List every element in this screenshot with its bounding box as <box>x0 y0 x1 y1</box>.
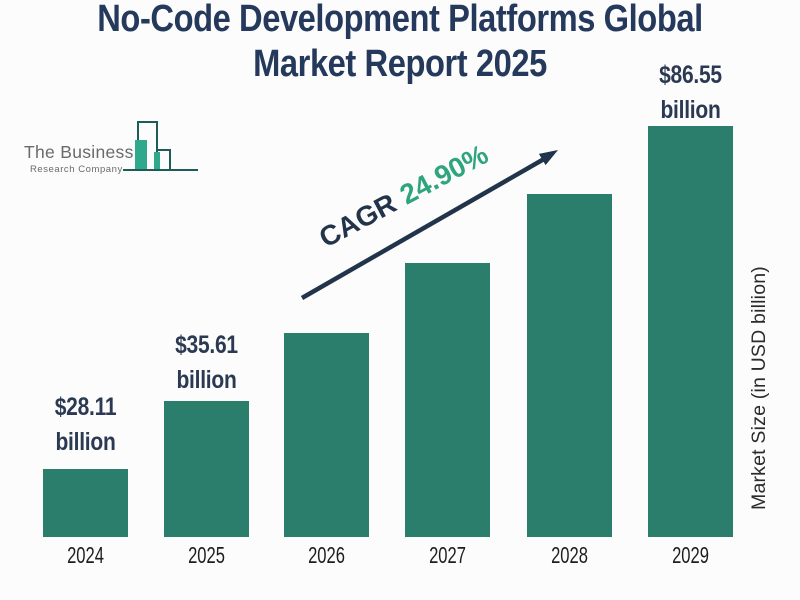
chart-title-line2: Market Report 2025 <box>253 43 547 85</box>
chart-title-line1: No-Code Development Platforms Global <box>97 0 703 40</box>
growth-arrow-head <box>538 150 558 166</box>
bar-chart-logo-icon <box>123 121 198 171</box>
bar-2029 <box>648 126 733 537</box>
company-subname: Research Company <box>30 164 123 175</box>
value-label-2025: $35.61 billion <box>175 331 238 394</box>
company-name: The Business <box>24 142 134 162</box>
x-tick-2028: 2028 <box>551 542 588 568</box>
bar-2027 <box>405 263 490 537</box>
chart-title: No-Code Development Platforms Global Mar… <box>63 0 737 87</box>
bar-2024 <box>43 469 128 537</box>
value-label-2029: $86.55 billion <box>659 61 722 124</box>
logo-filled-bar <box>135 140 147 170</box>
cagr-annotation: CAGR24.90% <box>314 138 494 254</box>
cagr-label: CAGR <box>314 187 402 254</box>
cagr-value: 24.90% <box>394 138 494 211</box>
x-tick-2029: 2029 <box>672 542 709 568</box>
x-tick-2026: 2026 <box>308 542 345 568</box>
logo-small-filled-bar <box>154 152 160 170</box>
bar-2026 <box>284 333 369 537</box>
y-axis-label: Market Size (in USD billion) <box>748 266 770 510</box>
value-label-2024: $28.11 billion <box>54 393 117 456</box>
x-tick-2027: 2027 <box>429 542 466 568</box>
company-logo-text: The Business Research Company <box>24 142 134 175</box>
x-tick-2025: 2025 <box>188 542 225 568</box>
x-tick-2024: 2024 <box>67 542 104 568</box>
bar-2025 <box>164 401 249 537</box>
company-logo: The Business Research Company <box>22 110 217 188</box>
bar-2028 <box>527 194 612 537</box>
